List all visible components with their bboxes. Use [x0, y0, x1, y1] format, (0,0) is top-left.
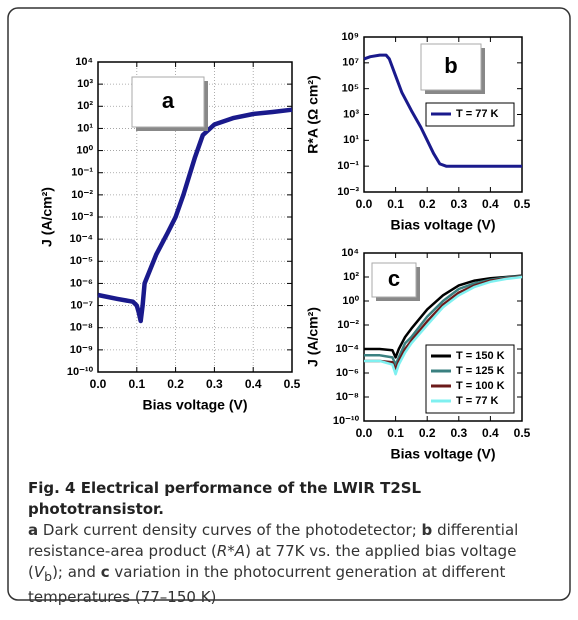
axes-frame — [97, 61, 293, 373]
y-tick-label: 10¹ — [77, 122, 93, 134]
x-tick-label: 0.5 — [284, 377, 301, 391]
panel-letter: c — [388, 266, 400, 291]
x-tick-label: 0.4 — [245, 377, 262, 391]
x-tick-label: 0.2 — [419, 197, 436, 211]
data-line — [364, 274, 523, 359]
panel-letter: a — [162, 88, 175, 113]
y-tick-label: 10⁻¹ — [337, 160, 359, 172]
y-tick-label: 10³ — [343, 108, 359, 120]
y-tick-label: 10⁻⁶ — [336, 367, 359, 379]
x-tick-label: 0.3 — [206, 377, 223, 391]
panel-letter: b — [444, 53, 457, 78]
x-tick-label: 0.5 — [514, 426, 531, 440]
x-tick-label: 0.1 — [387, 197, 404, 211]
y-tick-label: 10⁰ — [76, 144, 93, 156]
y-tick-label: 10⁹ — [342, 31, 359, 43]
x-tick-label: 0.0 — [356, 197, 373, 211]
data-line — [364, 275, 523, 376]
caption-text: R*A — [216, 542, 246, 560]
y-tick-label: 10⁻⁶ — [70, 277, 93, 289]
y-tick-label: 10⁻⁹ — [70, 344, 93, 356]
x-axis-label: Bias voltage (V) — [390, 217, 495, 233]
y-tick-label: 10⁻⁸ — [336, 391, 359, 403]
y-axis-label: J (A/cm²) — [305, 307, 321, 367]
x-tick-label: 0.0 — [356, 426, 373, 440]
legend-box — [425, 102, 515, 127]
y-tick-label: 10⁰ — [342, 295, 359, 307]
annotation-box — [420, 43, 482, 91]
caption-text: b — [44, 569, 53, 584]
x-tick-label: 0.1 — [128, 377, 145, 391]
y-tick-label: 10⁻⁷ — [70, 299, 93, 311]
axes-frame — [363, 252, 523, 422]
caption-text: ); and — [52, 563, 101, 581]
data-line — [363, 53, 522, 168]
caption-text: c — [100, 563, 110, 581]
x-tick-label: 0.0 — [90, 377, 107, 391]
legend-label: T = 125 K — [456, 365, 505, 377]
y-tick-label: 10³ — [77, 78, 93, 90]
y-axis-label: R*A (Ω cm²) — [305, 75, 321, 153]
y-tick-label: 10⁻² — [71, 189, 93, 201]
y-tick-label: 10⁻⁴ — [70, 233, 93, 245]
y-tick-label: 10⁻⁵ — [70, 255, 93, 267]
y-tick-label: 10¹ — [343, 134, 359, 146]
y-tick-label: 10⁴ — [341, 247, 359, 259]
y-tick-label: 10⁻¹⁰ — [333, 415, 360, 427]
x-tick-label: 0.2 — [419, 426, 436, 440]
caption-text: ) at 77K vs. the applied bias voltage ( — [28, 542, 517, 581]
data-line — [97, 107, 293, 324]
caption-text: variation in the photocurrent generation… — [28, 563, 506, 606]
y-tick-label: 10² — [77, 100, 93, 112]
y-tick-label: 10⁷ — [342, 57, 359, 69]
legend-label: T = 100 K — [456, 380, 505, 392]
x-tick-label: 0.3 — [450, 426, 467, 440]
y-tick-label: 10⁴ — [75, 56, 93, 68]
caption-text: b — [421, 521, 433, 539]
legend-label: T = 150 K — [456, 350, 505, 362]
caption-text: differential resistance-area product ( — [28, 521, 519, 560]
frame — [7, 7, 571, 601]
caption-title: Fig. 4 Electrical performance of the LWI… — [28, 479, 422, 518]
y-tick-label: 10⁻³ — [71, 211, 93, 223]
x-tick-label: 0.5 — [514, 197, 531, 211]
y-tick-label: 10⁻² — [337, 319, 359, 331]
annotation-box — [371, 262, 417, 298]
x-tick-label: 0.2 — [167, 377, 184, 391]
caption-text: a — [28, 521, 39, 539]
x-axis-label: Bias voltage (V) — [390, 446, 495, 462]
caption: Fig. 4 Electrical performance of the LWI… — [28, 478, 553, 608]
y-tick-label: 10⁻¹⁰ — [67, 366, 94, 378]
x-axis-label: Bias voltage (V) — [142, 397, 247, 413]
y-tick-label: 10⁻⁸ — [70, 322, 93, 334]
annotation-box — [131, 76, 205, 128]
y-tick-label: 10⁻⁴ — [336, 343, 359, 355]
x-tick-label: 0.1 — [387, 426, 404, 440]
y-tick-label: 10⁵ — [342, 83, 359, 95]
caption-text: Dark current density curves of the photo… — [38, 521, 422, 539]
axes-frame — [363, 36, 523, 193]
x-tick-label: 0.3 — [450, 197, 467, 211]
caption-text: V — [33, 563, 45, 581]
x-tick-label: 0.4 — [482, 426, 499, 440]
y-tick-label: 10² — [343, 271, 359, 283]
y-tick-label: 10⁻¹ — [71, 167, 93, 179]
legend-label: T = 77 K — [456, 395, 499, 407]
x-tick-label: 0.4 — [482, 197, 499, 211]
legend-label: T = 77 K — [456, 108, 499, 120]
y-tick-label: 10⁻³ — [337, 186, 359, 198]
y-axis-label: J (A/cm²) — [39, 187, 55, 247]
